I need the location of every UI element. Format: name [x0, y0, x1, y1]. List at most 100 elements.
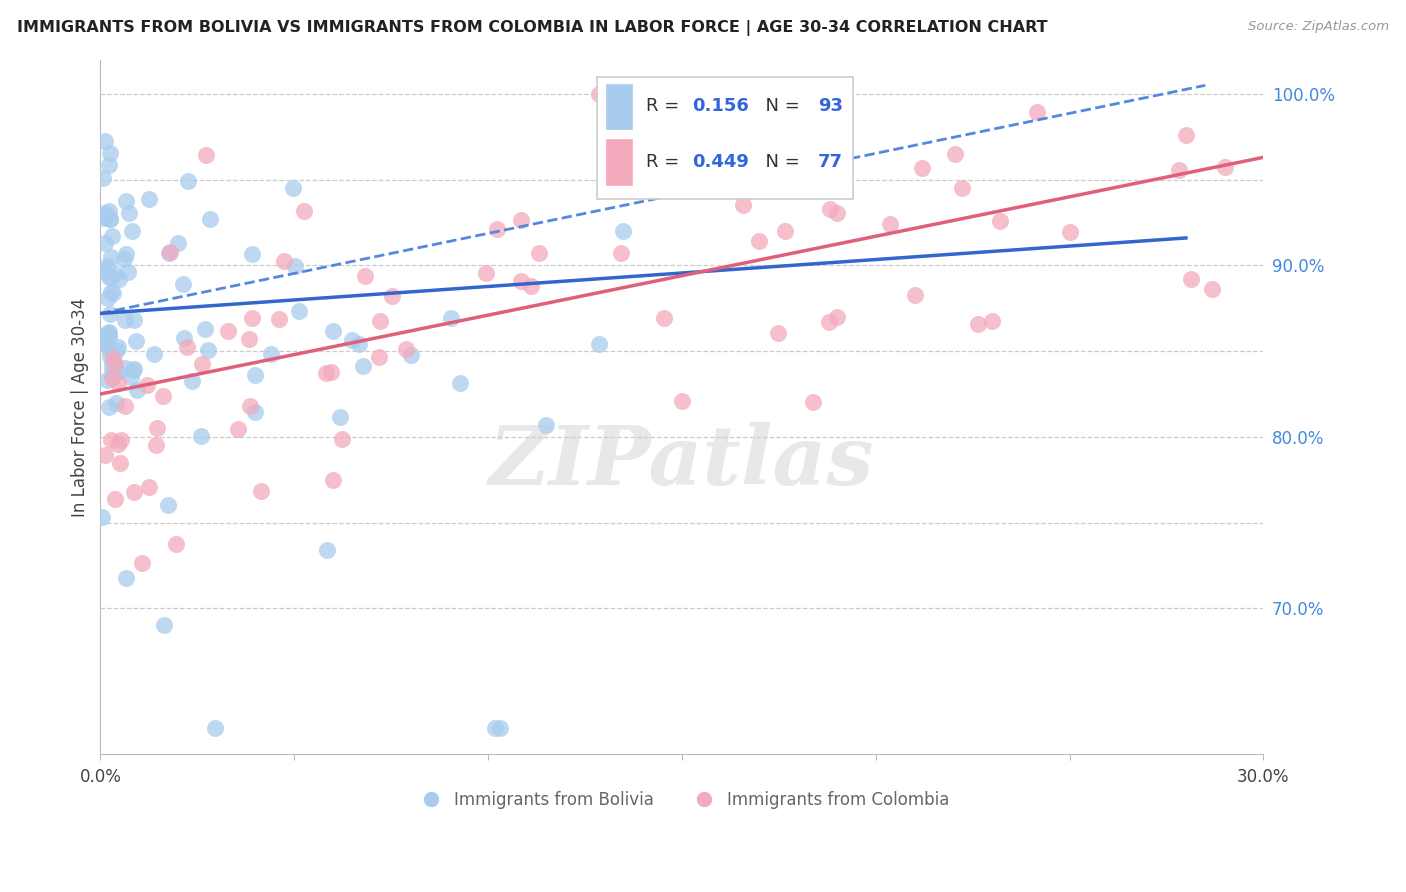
- Point: [485, 222, 508, 236]
- Point: [114, 399, 136, 413]
- Point: [107, 436, 129, 450]
- Point: [152, 617, 174, 632]
- Point: [135, 378, 157, 392]
- Point: [115, 571, 138, 585]
- Point: [145, 438, 167, 452]
- Point: [191, 357, 214, 371]
- Point: [330, 432, 353, 446]
- Point: [108, 456, 131, 470]
- Point: [250, 483, 273, 498]
- Point: [100, 250, 122, 264]
- Point: [121, 223, 143, 237]
- Point: [104, 492, 127, 507]
- Point: [368, 350, 391, 364]
- Point: [347, 337, 370, 351]
- Point: [91, 263, 114, 277]
- Point: [125, 334, 148, 348]
- Point: [100, 229, 122, 244]
- Point: [96, 259, 118, 273]
- Point: [226, 421, 249, 435]
- Text: IMMIGRANTS FROM BOLIVIA VS IMMIGRANTS FROM COLOMBIA IN LABOR FORCE | AGE 30-34 C: IMMIGRANTS FROM BOLIVIA VS IMMIGRANTS FR…: [17, 20, 1047, 36]
- Point: [107, 340, 129, 354]
- Point: [93, 209, 115, 223]
- Point: [108, 272, 131, 286]
- Point: [534, 417, 557, 432]
- Point: [588, 336, 610, 351]
- Point: [114, 313, 136, 327]
- Point: [284, 260, 307, 274]
- Point: [1201, 282, 1223, 296]
- Point: [97, 326, 120, 341]
- Point: [527, 245, 550, 260]
- Point: [97, 400, 120, 414]
- Bar: [606, 84, 631, 129]
- Point: [903, 288, 925, 302]
- Point: [97, 158, 120, 172]
- Point: [101, 351, 124, 365]
- Point: [107, 376, 129, 390]
- Point: [911, 161, 934, 176]
- Point: [319, 365, 342, 379]
- Point: [152, 389, 174, 403]
- Point: [96, 373, 118, 387]
- Point: [612, 223, 634, 237]
- Point: [652, 311, 675, 326]
- Point: [98, 211, 121, 226]
- Point: [773, 224, 796, 238]
- Point: [269, 312, 291, 326]
- Point: [198, 211, 221, 226]
- Point: [103, 267, 125, 281]
- Point: [93, 448, 115, 462]
- Point: [283, 180, 305, 194]
- Point: [103, 286, 125, 301]
- Point: [138, 192, 160, 206]
- Point: [352, 359, 374, 373]
- Point: [368, 314, 391, 328]
- Point: [238, 332, 260, 346]
- Point: [950, 180, 973, 194]
- Point: [91, 510, 114, 524]
- Point: [100, 433, 122, 447]
- Point: [94, 135, 117, 149]
- Point: [122, 313, 145, 327]
- Point: [122, 362, 145, 376]
- Point: [245, 368, 267, 382]
- Bar: [598, 77, 853, 199]
- Point: [988, 214, 1011, 228]
- Point: [825, 206, 848, 220]
- Point: [475, 266, 498, 280]
- Point: [114, 252, 136, 267]
- Point: [117, 206, 139, 220]
- Point: [172, 277, 194, 291]
- Point: [94, 235, 117, 250]
- Point: [315, 366, 337, 380]
- Point: [98, 342, 121, 356]
- Point: [879, 218, 901, 232]
- Point: [121, 362, 143, 376]
- Point: [260, 347, 283, 361]
- Point: [748, 234, 770, 248]
- Point: [145, 420, 167, 434]
- Point: [166, 236, 188, 251]
- Point: [100, 356, 122, 370]
- Point: [967, 317, 990, 331]
- Point: [322, 473, 344, 487]
- Point: [190, 429, 212, 443]
- Point: [94, 206, 117, 220]
- Point: [1168, 162, 1191, 177]
- Y-axis label: In Labor Force | Age 30-34: In Labor Force | Age 30-34: [72, 297, 89, 516]
- Text: N =: N =: [754, 153, 806, 170]
- Point: [120, 369, 142, 384]
- Point: [176, 340, 198, 354]
- Point: [97, 325, 120, 339]
- Point: [1180, 271, 1202, 285]
- Point: [671, 393, 693, 408]
- Point: [96, 338, 118, 352]
- Point: [157, 499, 180, 513]
- Point: [98, 146, 121, 161]
- Text: N =: N =: [754, 97, 806, 115]
- Text: 93: 93: [818, 97, 844, 115]
- Point: [240, 310, 263, 325]
- Point: [115, 247, 138, 261]
- Point: [197, 343, 219, 357]
